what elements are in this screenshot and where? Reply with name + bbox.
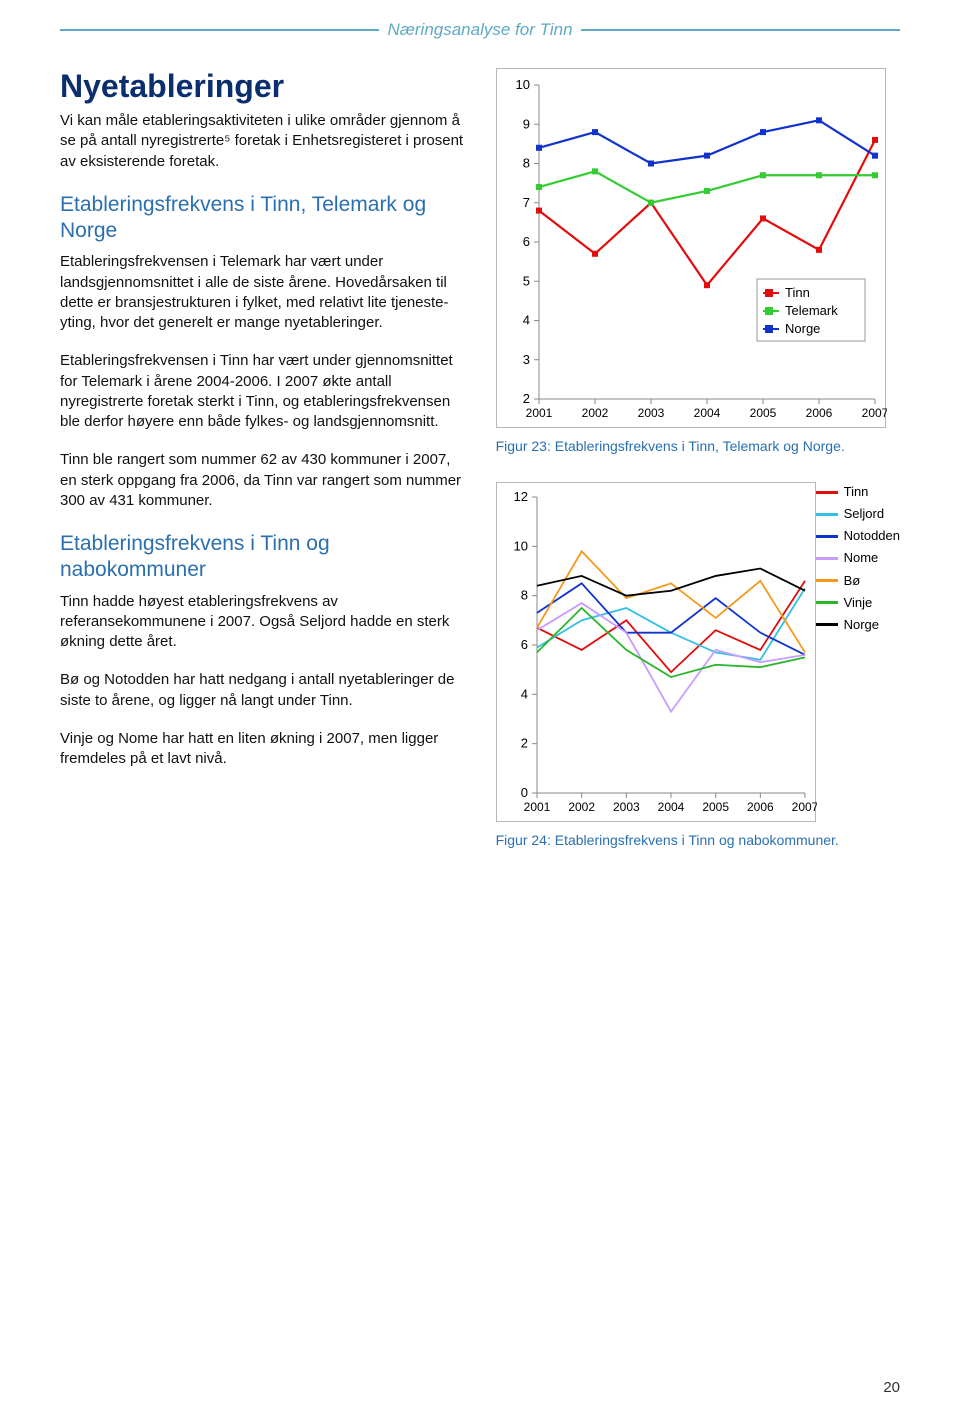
header-rule-right xyxy=(581,29,900,31)
svg-text:2002: 2002 xyxy=(581,406,608,420)
svg-text:3: 3 xyxy=(522,352,529,367)
legend-row: Tinn xyxy=(816,482,900,502)
svg-text:6: 6 xyxy=(520,637,527,652)
legend-row: Nome xyxy=(816,548,900,568)
para-4: Tinn hadde høyest etableringsfrekvens av… xyxy=(60,592,464,653)
legend-label: Nome xyxy=(844,548,879,568)
svg-text:6: 6 xyxy=(522,234,529,249)
svg-text:Norge: Norge xyxy=(785,321,820,336)
legend-row: Bø xyxy=(816,571,900,591)
svg-text:5: 5 xyxy=(522,273,529,288)
legend-swatch xyxy=(816,601,838,604)
header-title: Næringsanalyse for Tinn xyxy=(379,20,580,40)
svg-text:2005: 2005 xyxy=(702,800,729,814)
svg-text:2: 2 xyxy=(522,391,529,406)
legend-swatch xyxy=(816,557,838,560)
legend-label: Bø xyxy=(844,571,861,591)
svg-text:7: 7 xyxy=(522,195,529,210)
para-3: Tinn ble rangert som nummer 62 av 430 ko… xyxy=(60,450,464,511)
svg-text:10: 10 xyxy=(513,538,527,553)
header-rule-left xyxy=(60,29,379,31)
page-title: Nyetableringer xyxy=(60,68,464,105)
legend-swatch xyxy=(816,513,838,516)
section-heading-2: Etableringsfrekvens i Tinn og nabokommun… xyxy=(60,531,464,584)
svg-text:2007: 2007 xyxy=(861,406,886,420)
para-6: Vinje og Nome har hatt en liten økning i… xyxy=(60,729,464,770)
legend-row: Notodden xyxy=(816,526,900,546)
legend-label: Vinje xyxy=(844,593,873,613)
legend-label: Seljord xyxy=(844,504,884,524)
figure-24-legend: TinnSeljordNotoddenNome BøVinjeNorge xyxy=(816,482,900,637)
figure-24-chart: 0 2 4 6 8 10 12 2001 2002 2003 2004 2005 2006 2007 xyxy=(496,482,816,822)
figure-23-caption: Figur 23: Etableringsfrekvens i Tinn, Te… xyxy=(496,438,900,454)
svg-text:2: 2 xyxy=(520,736,527,751)
svg-text:0: 0 xyxy=(520,785,527,800)
right-column: 2 3 4 5 6 7 8 9 10 2001 2002 2003 2004 2005 2006 2007 Ti… xyxy=(496,68,900,876)
legend-swatch xyxy=(816,491,838,494)
section-heading-1: Etableringsfrekvens i Tinn, Telemark og … xyxy=(60,192,464,245)
svg-text:4: 4 xyxy=(522,313,529,328)
svg-text:Tinn: Tinn xyxy=(785,285,810,300)
svg-text:2003: 2003 xyxy=(637,406,664,420)
svg-text:2001: 2001 xyxy=(523,800,550,814)
svg-text:2004: 2004 xyxy=(657,800,684,814)
legend-row: Norge xyxy=(816,615,900,635)
legend-row: Seljord xyxy=(816,504,900,524)
legend-swatch xyxy=(816,579,838,582)
svg-text:Telemark: Telemark xyxy=(785,303,838,318)
figure-23-chart: 2 3 4 5 6 7 8 9 10 2001 2002 2003 2004 2005 2006 2007 Ti… xyxy=(496,68,886,428)
svg-text:8: 8 xyxy=(520,588,527,603)
svg-text:2003: 2003 xyxy=(613,800,640,814)
svg-text:2006: 2006 xyxy=(747,800,774,814)
legend-swatch xyxy=(816,535,838,538)
left-column: Nyetableringer Vi kan måle etableringsak… xyxy=(60,68,464,876)
svg-text:2001: 2001 xyxy=(525,406,552,420)
legend-label: Notodden xyxy=(844,526,900,546)
svg-text:8: 8 xyxy=(522,156,529,171)
svg-text:2005: 2005 xyxy=(749,406,776,420)
svg-text:9: 9 xyxy=(522,116,529,131)
page-number: 20 xyxy=(883,1379,900,1396)
svg-text:2002: 2002 xyxy=(568,800,595,814)
legend-label: Tinn xyxy=(844,482,869,502)
intro-text: Vi kan måle etableringsaktiviteten i uli… xyxy=(60,111,464,172)
svg-text:12: 12 xyxy=(513,489,527,504)
svg-text:2007: 2007 xyxy=(791,800,816,814)
legend-swatch xyxy=(816,623,838,626)
para-1: Etableringsfrekvensen i Telemark har vær… xyxy=(60,252,464,333)
svg-text:2004: 2004 xyxy=(693,406,720,420)
page-header: Næringsanalyse for Tinn xyxy=(60,20,900,40)
svg-text:2006: 2006 xyxy=(805,406,832,420)
svg-text:4: 4 xyxy=(520,686,527,701)
para-2: Etableringsfrekvensen i Tinn har vært un… xyxy=(60,351,464,432)
legend-row: Vinje xyxy=(816,593,900,613)
legend-label: Norge xyxy=(844,615,879,635)
svg-text:10: 10 xyxy=(515,77,529,92)
figure-24-caption: Figur 24: Etableringsfrekvens i Tinn og … xyxy=(496,832,900,848)
para-5: Bø og Notodden har hatt nedgang i antall… xyxy=(60,670,464,711)
